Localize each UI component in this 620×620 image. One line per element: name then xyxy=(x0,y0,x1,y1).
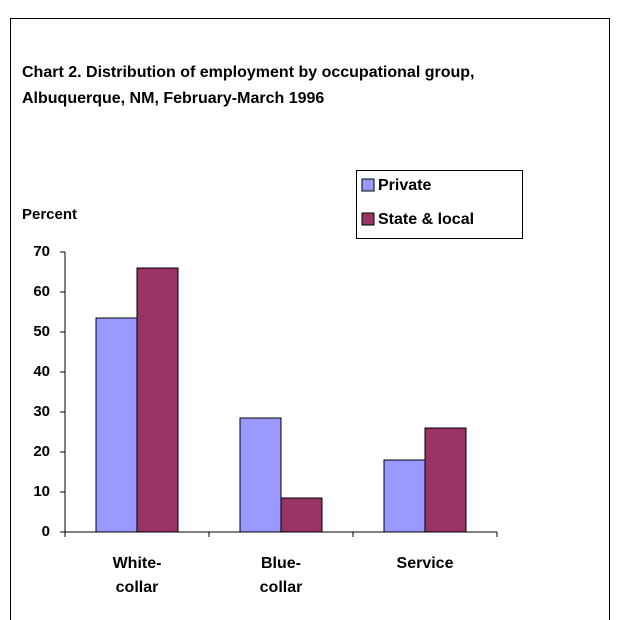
x-tick-label: Service xyxy=(396,555,454,572)
bar xyxy=(280,497,323,533)
y-tick-label: 10 xyxy=(33,483,50,500)
y-tick-label: 0 xyxy=(42,523,50,540)
frame xyxy=(10,18,610,620)
y-tick-label: 70 xyxy=(33,243,50,260)
y-tick-label: 30 xyxy=(33,403,50,420)
legend-box xyxy=(356,170,523,239)
bar xyxy=(239,417,282,533)
legend-label: Private xyxy=(378,177,431,194)
legend-label: State & local xyxy=(378,211,474,228)
y-tick-label: 40 xyxy=(33,363,50,380)
y-tick-label: 20 xyxy=(33,443,50,460)
y-tick-label: 60 xyxy=(33,283,50,300)
y-tick-label: 50 xyxy=(33,323,50,340)
chart-title: Chart 2. Distribution of employment by o… xyxy=(22,64,475,107)
bar xyxy=(95,317,138,533)
x-tick-label: White-collar xyxy=(112,555,162,596)
bar xyxy=(424,427,467,533)
x-tick-label: Blue-collar xyxy=(259,555,303,596)
bar xyxy=(136,267,179,533)
y-axis-label: Percent xyxy=(22,206,77,223)
legend-swatch xyxy=(361,212,375,226)
legend-swatch xyxy=(361,178,375,192)
bar xyxy=(383,459,426,533)
